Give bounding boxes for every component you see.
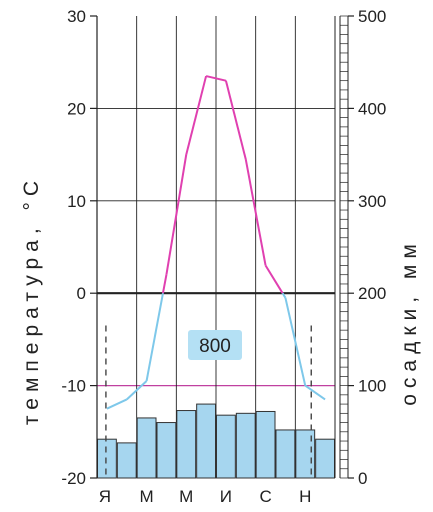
annual-precipitation-badge <box>188 330 242 360</box>
y-left-tick-label: 0 <box>77 284 86 303</box>
precipitation-bar <box>295 429 316 479</box>
frost-period-markers <box>105 325 312 478</box>
y-left-tick-label: 10 <box>67 192 86 211</box>
precipitation-bar <box>255 410 276 479</box>
temperature-segment <box>106 398 128 410</box>
temperature-segment <box>126 380 148 401</box>
temperature-segment <box>165 154 188 275</box>
x-tick-label: И <box>220 487 232 506</box>
precipitation-bar <box>216 414 236 479</box>
temperature-segment <box>304 384 326 401</box>
y-right-tick-label: 500 <box>358 7 386 26</box>
y-left-tick-label: 30 <box>67 7 86 26</box>
y-right-tick-label: 0 <box>358 469 367 488</box>
temperature-segment <box>224 80 247 160</box>
x-tick-label: С <box>259 487 271 506</box>
precipitation-bar <box>315 438 335 479</box>
temperature-segment <box>281 292 287 299</box>
annual-precipitation-label: 800 <box>199 336 231 357</box>
x-tick-label: Я <box>99 487 111 506</box>
axes <box>90 15 354 479</box>
precipitation-bar <box>116 442 137 479</box>
y-left-tick-label: -20 <box>61 469 86 488</box>
precipitation-bar <box>97 438 117 479</box>
precipitation-bar <box>176 410 197 479</box>
x-tick-label: М <box>179 487 193 506</box>
precipitation-bar <box>196 403 217 479</box>
y-left-tick-label: -10 <box>61 377 86 396</box>
precipitation-bars <box>97 403 335 479</box>
y-right-tick-label: 100 <box>358 377 386 396</box>
y-right-tick-label: 200 <box>358 284 386 303</box>
precipitation-bar <box>235 412 256 479</box>
x-tick-label: М <box>139 487 153 506</box>
temperature-segment <box>264 264 284 294</box>
temperature-line <box>106 75 326 410</box>
y-left-axis-label: температура, °С <box>20 175 43 425</box>
y-right-tick-label: 300 <box>358 192 386 211</box>
grid <box>97 16 335 478</box>
precipitation-bar <box>156 422 177 479</box>
y-left-tick-label: 20 <box>67 99 86 118</box>
y-right-tick-label: 400 <box>358 99 386 118</box>
temperature-segment <box>284 297 307 386</box>
y-right-axis-label: осадки, мм <box>398 238 421 406</box>
precipitation-bar <box>136 417 157 479</box>
x-tick-label: Н <box>299 487 311 506</box>
temperature-segment <box>185 75 208 155</box>
temperature-segment <box>244 159 267 266</box>
temperature-segment <box>145 293 164 382</box>
precipitation-bar <box>275 429 296 479</box>
temperature-segment <box>205 75 227 82</box>
temperature-segment <box>161 274 168 294</box>
